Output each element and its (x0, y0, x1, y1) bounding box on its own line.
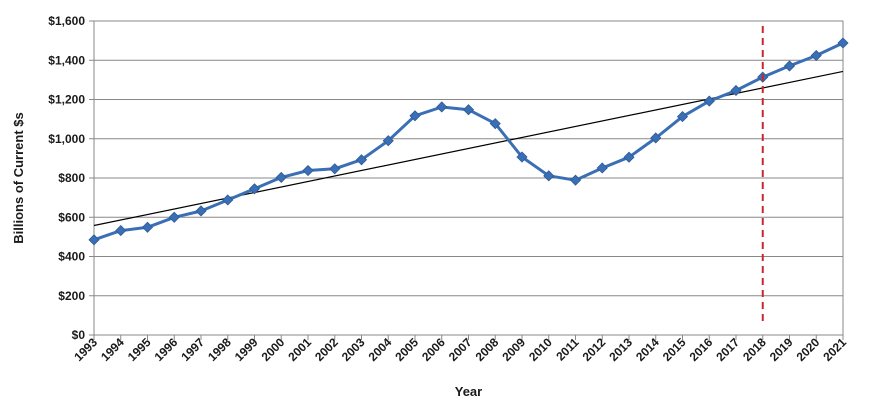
x-tick-label: 1999 (232, 335, 261, 364)
data-point-1996 (168, 211, 180, 223)
data-point-2007 (462, 104, 475, 116)
x-tick-label: 2016 (687, 335, 716, 364)
x-tick-label: 2014 (633, 335, 662, 364)
data-point-2017 (730, 84, 742, 97)
data-point-2003 (355, 154, 368, 166)
y-tick-label: $1,600 (48, 14, 85, 28)
data-point-2020 (810, 49, 822, 62)
data-point-2015 (676, 111, 689, 123)
y-tick-label: $0 (72, 328, 86, 342)
y-tick-label: $800 (58, 171, 85, 185)
x-tick-label: 2009 (499, 335, 528, 364)
data-point-2010 (543, 170, 555, 182)
x-tick-label: 2021 (820, 335, 849, 364)
data-point-2001 (302, 164, 314, 177)
x-tick-label: 2003 (339, 335, 368, 364)
x-tick-label: 2001 (285, 335, 314, 364)
data-point-2002 (329, 163, 341, 175)
data-point-2013 (623, 151, 635, 163)
data-point-1997 (195, 205, 207, 217)
x-tick-label: 1998 (205, 335, 234, 364)
x-tick-label: 2007 (446, 335, 475, 364)
trendline (93, 70, 844, 227)
y-axis-ticks: $0 $200 $400 $600 $800 $1,000 $1,200 $1,400 $1,6… (48, 14, 94, 342)
x-tick-label: 2004 (366, 335, 395, 364)
x-tick-label: 2002 (312, 335, 341, 364)
y-tick-label: $200 (58, 289, 85, 303)
x-tick-label: 1995 (125, 335, 154, 364)
x-tick-label: 2020 (794, 335, 823, 364)
gridlines (94, 20, 843, 336)
data-point-2006 (436, 101, 448, 113)
x-tick-label: 2008 (473, 335, 502, 364)
data-point-2000 (275, 171, 287, 183)
data-point-2005 (409, 110, 421, 122)
x-axis-title: Year (455, 384, 482, 399)
x-tick-label: 2019 (767, 335, 796, 364)
x-axis-ticks: 1993199419951996199719981999200020012002… (71, 335, 849, 364)
x-tick-label: 2011 (553, 335, 582, 364)
x-tick-label: 2017 (713, 335, 742, 364)
y-axis-title: Billions of Current $s (11, 112, 26, 243)
data-point-1998 (222, 194, 234, 206)
data-point-1993 (88, 234, 100, 246)
data-point-2016 (703, 95, 715, 107)
data-point-2008 (489, 118, 501, 130)
data-point-2012 (596, 162, 608, 174)
data-point-2019 (783, 60, 796, 72)
x-tick-label: 2012 (580, 335, 609, 364)
data-point-2014 (650, 132, 662, 144)
x-tick-label: 1996 (152, 335, 181, 364)
data-points (88, 37, 849, 246)
y-tick-label: $1,400 (48, 53, 85, 67)
x-tick-label: 2000 (259, 335, 288, 364)
y-tick-label: $1,200 (48, 93, 85, 107)
y-tick-label: $400 (58, 250, 85, 264)
data-point-1995 (141, 221, 154, 233)
series-line (93, 41, 844, 242)
x-tick-label: 2015 (660, 335, 689, 364)
y-tick-label: $1,000 (48, 132, 85, 146)
x-tick-label: 1997 (178, 335, 207, 364)
data-point-2009 (516, 151, 528, 163)
data-point-1999 (248, 183, 261, 195)
data-point-1994 (115, 225, 127, 237)
data-point-2011 (569, 174, 582, 186)
x-tick-label: 2005 (392, 335, 421, 364)
x-tick-label: 1994 (98, 335, 127, 364)
data-point-2004 (382, 135, 394, 147)
x-tick-label: 2018 (740, 335, 769, 364)
x-tick-label: 2013 (606, 335, 635, 364)
data-point-2021 (837, 37, 849, 49)
x-tick-label: 2006 (419, 335, 448, 364)
x-tick-label: 2010 (526, 335, 555, 364)
y-tick-label: $600 (58, 210, 85, 224)
